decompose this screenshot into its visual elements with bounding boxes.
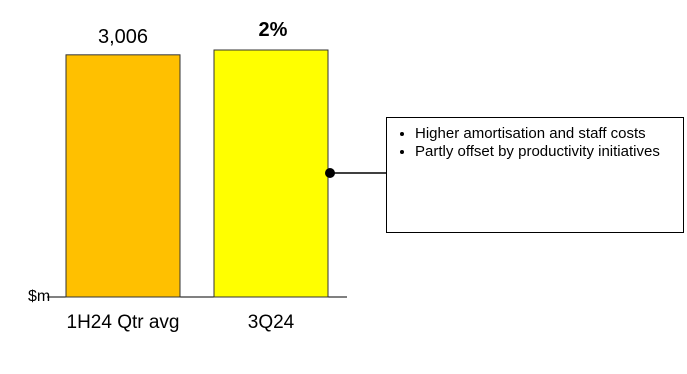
value-label: 3,006 bbox=[98, 26, 148, 48]
unit-label: $m bbox=[28, 288, 50, 305]
callout-bullet: Partly offset by productivity initiative… bbox=[415, 143, 673, 161]
bar bbox=[213, 49, 329, 298]
callout-list: Higher amortisation and staff costsPartl… bbox=[397, 125, 673, 161]
callout-dot bbox=[325, 168, 335, 178]
callout-box: Higher amortisation and staff costsPartl… bbox=[386, 117, 684, 233]
x-tick-label: 1H24 Qtr avg bbox=[66, 312, 180, 333]
x-tick-label: 3Q24 bbox=[247, 312, 295, 333]
bar bbox=[65, 54, 181, 298]
callout-bullet: Higher amortisation and staff costs bbox=[415, 125, 673, 143]
change-annotation: 2% bbox=[259, 19, 288, 41]
